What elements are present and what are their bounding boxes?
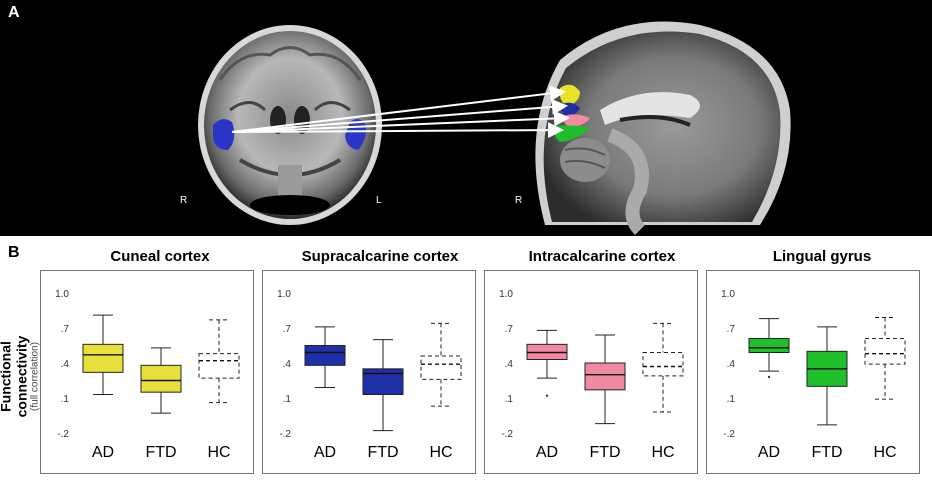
sagittal-slice: R: [515, 21, 791, 235]
y-tick-label: -.2: [501, 429, 513, 440]
coronal-slice: R L: [180, 25, 382, 225]
panel-letter-b: B: [8, 244, 20, 261]
x-category-label: AD: [758, 444, 780, 461]
panel-letter-a: A: [8, 4, 20, 21]
y-axis-label: Functional connectivity (full correlatio…: [0, 302, 41, 452]
box-ftd: [362, 368, 404, 396]
y-tick-label: 1.0: [499, 289, 513, 300]
x-category-label: AD: [314, 444, 336, 461]
x-category-label: HC: [651, 444, 674, 461]
box-ad: [748, 338, 790, 353]
y-tick-label: .1: [283, 394, 292, 405]
y-axis-label-sub: (full correlation): [29, 342, 41, 411]
outlier-point: [767, 375, 771, 379]
boxplot-intracalcarine: 1.0 .7 .4 .1 -.2 AD FTD HC: [484, 270, 698, 474]
seed-region-right: [213, 119, 235, 150]
x-category-label: FTD: [367, 444, 398, 461]
chart-title-intracalcarine: Intracalcarine cortex: [528, 248, 676, 265]
brain-images-panel: R L R A: [0, 0, 932, 236]
y-axis-label-main: Functional connectivity: [0, 335, 30, 418]
x-category-label: FTD: [589, 444, 620, 461]
box-ad: [82, 343, 124, 373]
y-tick-label: -.2: [279, 429, 291, 440]
boxplot-cuneal: 1.0 .7 .4 .1 -.2 AD FTD HC: [40, 270, 254, 474]
x-category-label: HC: [873, 444, 896, 461]
boxplot-lingual: 1.0 .7 .4 .1 -.2 AD FTD HC: [706, 270, 920, 474]
box-hc: [198, 353, 240, 379]
sagittal-label-right: R: [515, 195, 522, 206]
y-tick-label: .1: [61, 394, 70, 405]
boxplot-supracalcarine: 1.0 .7 .4 .1 -.2 AD FTD HC: [262, 270, 476, 474]
x-category-label: AD: [92, 444, 114, 461]
box-ad: [304, 345, 346, 366]
y-tick-label: .7: [505, 324, 514, 335]
x-category-label: HC: [429, 444, 452, 461]
coronal-label-left: L: [376, 195, 382, 206]
y-tick-label: 1.0: [721, 289, 735, 300]
y-tick-label: .4: [61, 359, 70, 370]
box-hc: [864, 338, 906, 365]
y-tick-label: .4: [283, 359, 292, 370]
y-tick-label: -.2: [723, 429, 735, 440]
connectivity-arrows: [231, 85, 570, 139]
y-tick-label: .4: [505, 359, 514, 370]
y-tick-label: -.2: [57, 429, 69, 440]
outlier-point: [545, 394, 549, 397]
y-tick-label: .7: [61, 324, 70, 335]
region-intracalcarine: [563, 114, 590, 127]
chart-title-lingual: Lingual gyrus: [772, 248, 872, 265]
chart-title-cuneal: Cuneal cortex: [110, 248, 210, 265]
y-tick-label: .7: [283, 324, 292, 335]
chart-title-supracalcarine: Supracalcarine cortex: [301, 248, 459, 265]
x-category-label: FTD: [145, 444, 176, 461]
brain-illustration: R L R: [180, 21, 791, 235]
x-category-label: HC: [207, 444, 230, 461]
box-hc: [420, 355, 462, 380]
y-tick-label: .1: [505, 394, 514, 405]
y-tick-label: .4: [727, 359, 736, 370]
x-category-label: AD: [536, 444, 558, 461]
y-tick-label: .1: [727, 394, 736, 405]
y-tick-label: 1.0: [55, 289, 69, 300]
coronal-label-right: R: [180, 195, 187, 206]
y-tick-label: .7: [727, 324, 736, 335]
y-tick-label: 1.0: [277, 289, 291, 300]
x-category-label: FTD: [811, 444, 842, 461]
box-hc: [642, 352, 684, 377]
box-ftd: [584, 362, 626, 391]
box-ftd: [140, 364, 182, 393]
